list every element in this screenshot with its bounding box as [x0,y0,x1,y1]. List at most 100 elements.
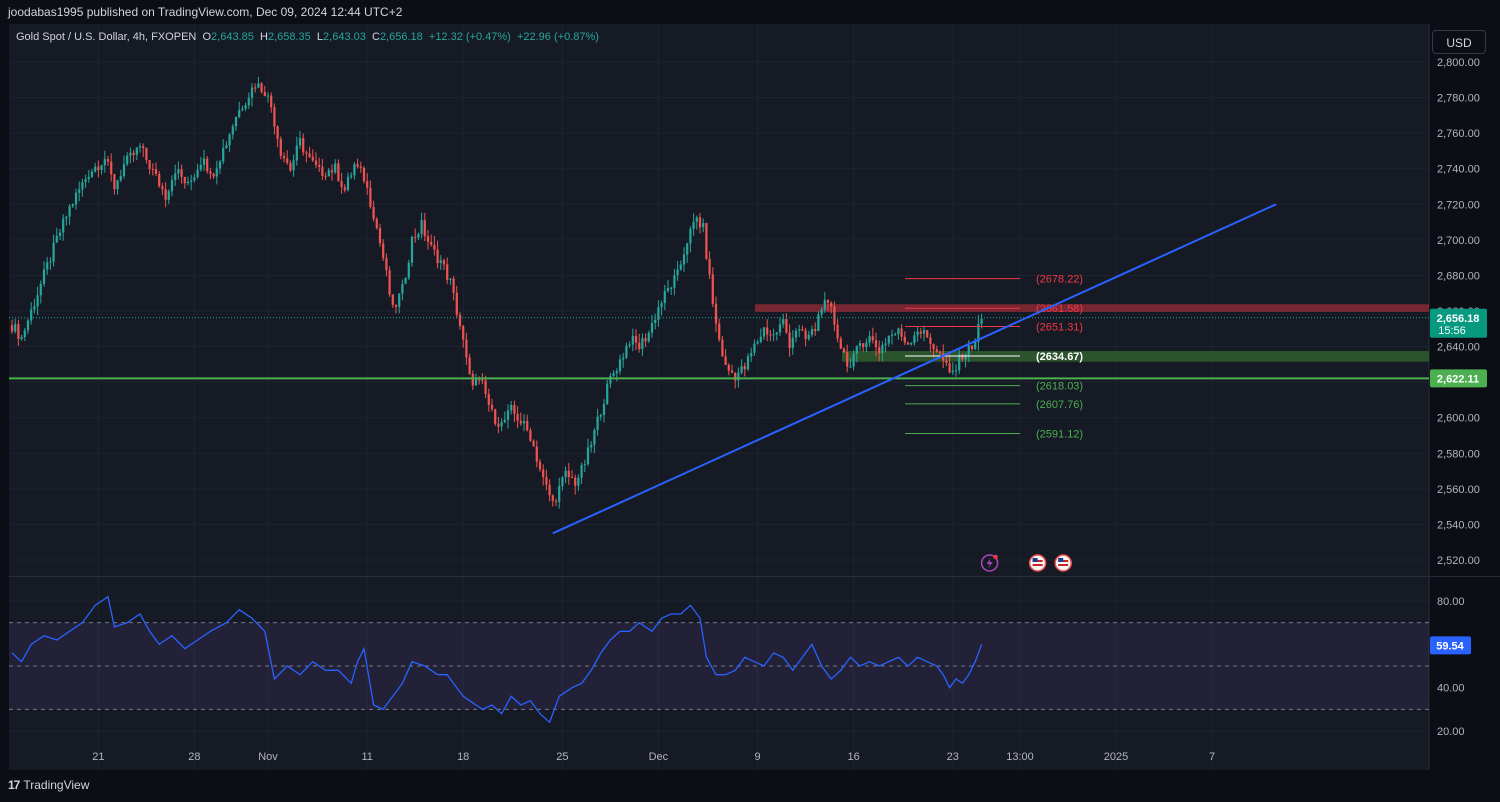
candle-body [807,334,810,339]
candle-body [695,217,698,222]
candle-body [980,318,983,324]
flag-canton [1032,558,1038,562]
currency-button[interactable]: USD [1432,30,1486,54]
candle-body [231,126,234,135]
candle-body [148,160,151,170]
candle-body [961,354,964,360]
candle-body [890,334,894,336]
tradingview-logo-icon: 17 [8,778,20,792]
candle-body [356,164,359,167]
candle-body [673,275,676,288]
candle-body [401,283,404,294]
candle-body [113,174,116,190]
candle-body [154,169,158,174]
candle-body [951,370,954,373]
close-value: 2,656.18 [379,31,423,43]
low-label: L [316,31,324,43]
candle-body [353,164,356,176]
candle-body [330,170,334,173]
candle-body [465,339,468,358]
candle-body [455,292,458,315]
time-tick-label: 25 [556,751,568,763]
candle-body [753,343,756,353]
candle-body [142,146,145,149]
candle-body [647,332,650,342]
candle-body [689,228,692,244]
ohlc-legend: Gold Spot / U.S. Dollar, 4h, FXOPEN O2,6… [16,31,599,43]
candle-body [935,349,938,352]
candle-body [241,108,244,110]
candle-body [609,375,612,384]
time-tick-label: 16 [847,751,859,763]
candle-body [737,372,740,381]
candle-body [858,343,862,347]
candle-body [714,303,718,324]
candle-body [897,328,900,335]
candle-body [180,169,183,177]
candle-body [302,138,305,153]
level-label: (2591.12) [1036,429,1083,441]
candle-body [158,173,161,187]
candle-body [292,160,295,171]
candle-body [225,145,228,148]
support-price-tag [1430,369,1487,388]
candle-body [388,270,391,295]
candle-body [622,357,625,360]
candle-body [369,187,372,207]
candle-body [814,329,817,332]
candle-body [958,354,961,371]
candle-body [631,335,634,345]
candle-body [903,336,906,343]
candle-body [510,405,513,411]
candle-body [276,126,279,139]
candle-body [676,269,679,276]
countdown-label: 15:56 [1438,325,1466,337]
candle-body [884,343,887,345]
candle-body [433,244,436,250]
candle-body [494,409,497,424]
candle-body [62,218,65,233]
candle-body [916,331,919,336]
level-label: (2678.22) [1036,274,1083,286]
candle-body [266,95,270,97]
candle-body [535,446,538,462]
candle-body [33,306,36,310]
candle-body [794,330,798,338]
candle-body [865,342,868,348]
time-tick-label: 2025 [1104,751,1128,763]
candle-body [522,420,526,424]
candle-body [919,331,922,334]
candle-body [74,192,78,205]
close-label: C [371,31,380,43]
candle-body [974,341,977,350]
us-flag-icon [1028,554,1047,572]
candle-body [836,324,839,339]
level-label: (2634.67) [1036,351,1083,363]
candle-body [423,220,426,237]
candle-body [721,339,724,357]
chart-area[interactable] [9,24,1429,770]
candle-body [30,309,33,321]
support-zone [842,351,1429,362]
candle-body [199,164,202,170]
time-tick-label: Dec [649,751,669,763]
candle-body [490,404,494,410]
candle-body [926,330,929,338]
candle-body [17,324,20,340]
rsi-tick-label: 20.00 [1437,726,1465,738]
tradingview-brand: TradingView [23,778,90,792]
candle-body [625,345,628,358]
candle-body [529,430,532,441]
publisher-bar: joodabas1995 published on TradingView.co… [0,0,1500,24]
price-tick-label: 2,540.00 [1437,519,1480,531]
rsi-value-tag [1430,636,1471,655]
candle-body [26,320,30,331]
candle-body [932,343,935,350]
candle-body [311,156,314,161]
candle-body [977,323,980,342]
candle-body [350,175,353,177]
candle-body [967,345,970,355]
candle-body [36,295,39,307]
candle-body [596,416,599,431]
